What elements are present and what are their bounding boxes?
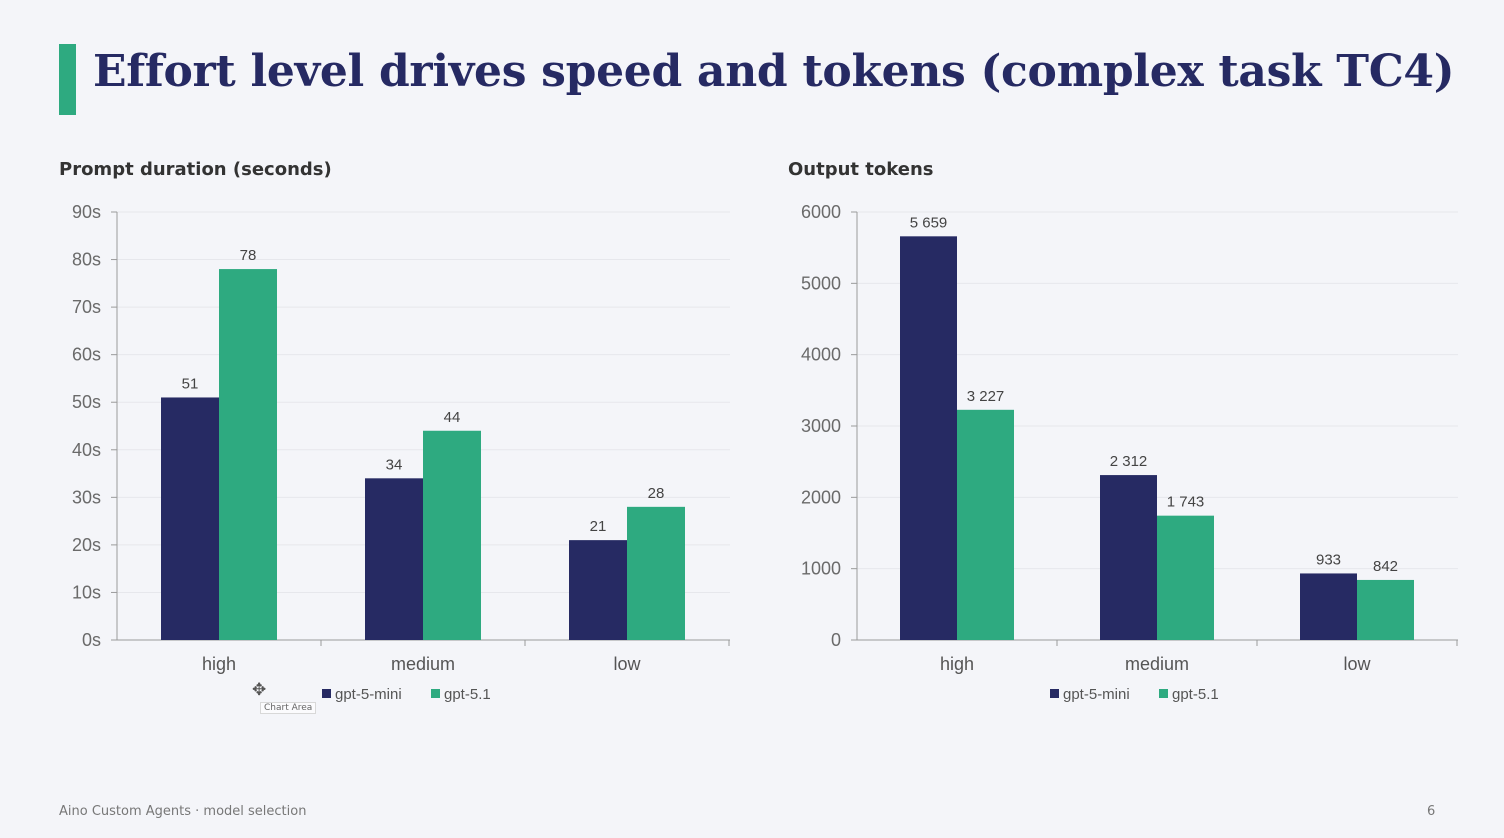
duration-data-label: 51: [182, 375, 199, 392]
tokens-bar-gpt-5.1-high: [957, 409, 1014, 640]
tokens-legend-swatch: [1159, 689, 1168, 698]
duration-y-tick-label: 30s: [72, 487, 101, 507]
duration-chart-title: Prompt duration (seconds): [59, 159, 332, 180]
duration-y-tick-label: 60s: [72, 345, 101, 365]
title-accent-bar: [59, 44, 76, 115]
chart-area-tooltip: Chart Area: [260, 702, 317, 714]
duration-legend-label: gpt-5-mini: [335, 686, 402, 703]
tokens-bar-gpt-5-mini-low: [1300, 573, 1357, 640]
tokens-bar-gpt-5.1-low: [1357, 579, 1414, 640]
duration-bar-gpt-5-mini-low: [569, 540, 627, 640]
tokens-y-tick-label: 2000: [801, 487, 841, 507]
duration-data-label: 34: [386, 456, 403, 473]
tokens-data-label: 5 659: [910, 214, 948, 231]
tokens-data-label: 1 743: [1167, 494, 1205, 511]
page-number: 6: [1427, 804, 1436, 819]
duration-legend-swatch: [322, 689, 331, 698]
duration-legend-label: gpt-5.1: [444, 686, 491, 703]
tokens-legend-swatch: [1050, 689, 1059, 698]
tokens-y-tick-label: 5000: [801, 273, 841, 293]
duration-bar-gpt-5.1-low: [627, 506, 685, 640]
duration-bar-gpt-5.1-high: [219, 269, 277, 640]
duration-y-tick-label: 50s: [72, 392, 101, 412]
tokens-bar-gpt-5.1-medium: [1157, 515, 1214, 640]
tokens-bar-gpt-5-mini-high: [900, 236, 957, 641]
tokens-y-tick-label: 0: [831, 630, 841, 650]
duration-y-tick-label: 80s: [72, 250, 101, 270]
duration-category-label: medium: [391, 654, 455, 674]
tokens-chart-title: Output tokens: [788, 159, 934, 180]
duration-y-tick-label: 40s: [72, 440, 101, 460]
tokens-category-label: high: [940, 654, 974, 674]
tokens-data-label: 2 312: [1110, 453, 1148, 470]
tokens-data-label: 842: [1373, 558, 1398, 575]
tokens-y-tick-label: 1000: [801, 559, 841, 579]
tokens-data-label: 933: [1316, 551, 1341, 568]
duration-y-tick-label: 10s: [72, 582, 101, 602]
duration-data-label: 44: [444, 409, 461, 426]
duration-bar-gpt-5-mini-medium: [365, 478, 423, 640]
duration-category-label: low: [613, 654, 641, 674]
duration-data-label: 28: [648, 485, 665, 502]
tokens-category-label: medium: [1125, 654, 1189, 674]
duration-y-tick-label: 70s: [72, 297, 101, 317]
duration-y-tick-label: 0s: [82, 630, 101, 650]
move-cursor-icon: ✥: [252, 680, 267, 700]
duration-category-label: high: [202, 654, 236, 674]
footer-text: Aino Custom Agents · model selection: [59, 804, 307, 819]
slide-title: Effort level drives speed and tokens (co…: [93, 46, 1455, 97]
tokens-data-label: 3 227: [967, 388, 1005, 405]
duration-y-tick-label: 20s: [72, 535, 101, 555]
tokens-y-tick-label: 3000: [801, 416, 841, 436]
duration-bar-gpt-5.1-medium: [423, 430, 481, 640]
duration-y-tick-label: 90s: [72, 202, 101, 222]
duration-bar-gpt-5-mini-high: [161, 397, 219, 640]
duration-data-label: 21: [590, 518, 607, 535]
tokens-category-label: low: [1343, 654, 1371, 674]
chart-area-cursor: ✥ Chart Area: [252, 680, 317, 714]
tokens-y-tick-label: 4000: [801, 345, 841, 365]
duration-data-label: 78: [240, 247, 257, 264]
tokens-legend-label: gpt-5-mini: [1063, 686, 1130, 703]
tokens-legend-label: gpt-5.1: [1172, 686, 1219, 703]
tokens-bar-gpt-5-mini-medium: [1100, 475, 1157, 640]
tokens-y-tick-label: 6000: [801, 202, 841, 222]
duration-legend-swatch: [431, 689, 440, 698]
